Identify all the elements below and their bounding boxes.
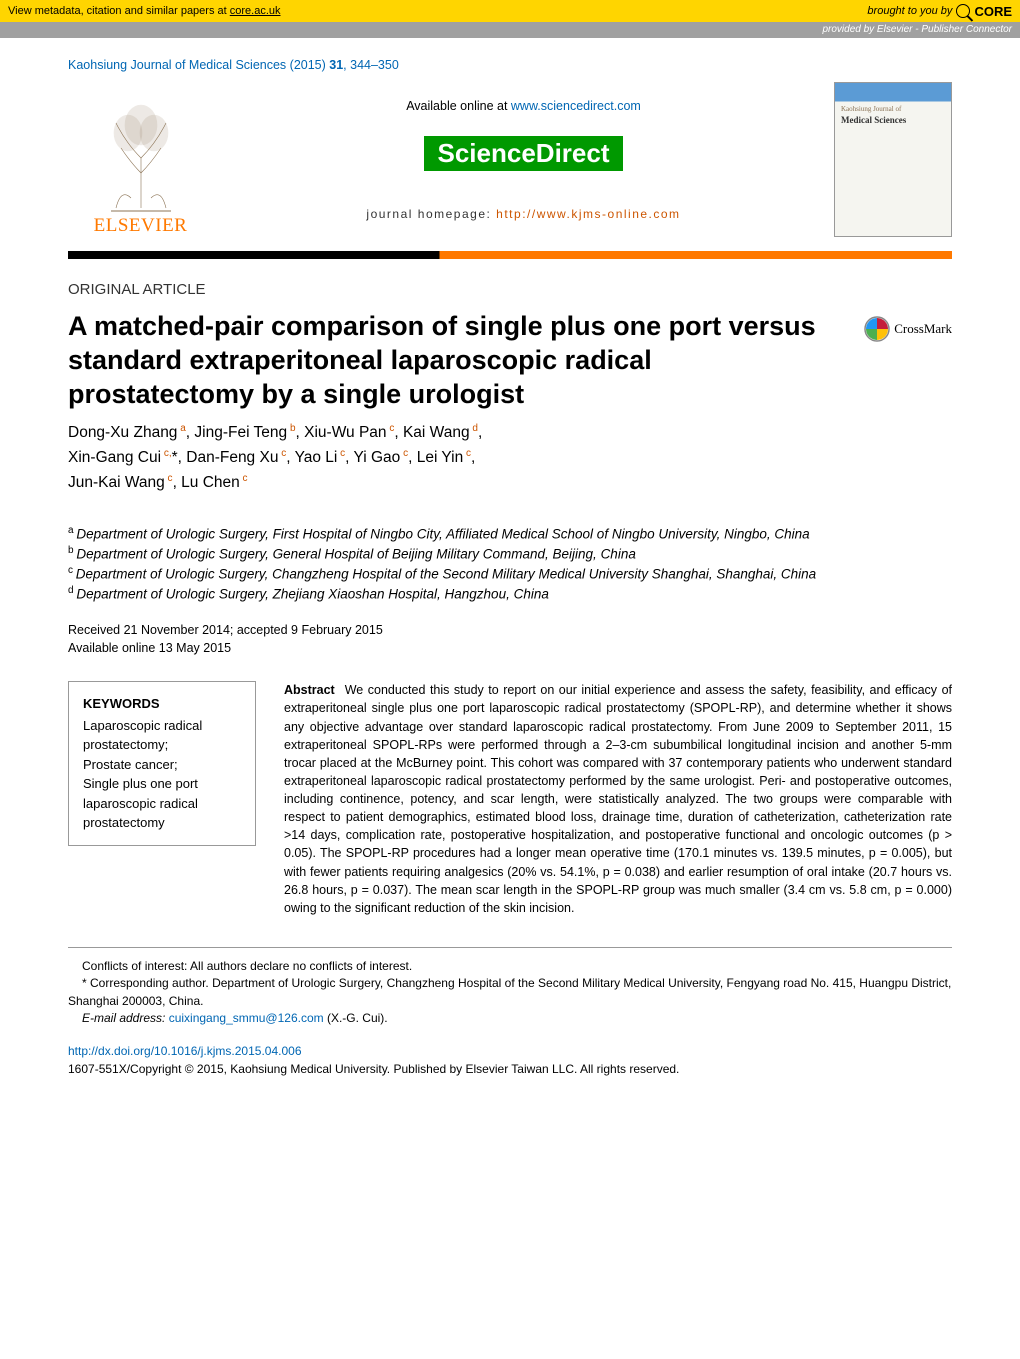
author-list: Dong-Xu Zhang a, Jing-Fei Teng b, Xiu-Wu… [68, 421, 952, 496]
core-attribution: brought to you by CORE [867, 4, 1012, 19]
keyword-item: Prostate cancer; [83, 755, 241, 775]
core-banner: View metadata, citation and similar pape… [0, 0, 1020, 22]
corresponding-author: * Corresponding author. Department of Ur… [68, 975, 952, 1010]
journal-homepage: journal homepage: http://www.kjms-online… [366, 207, 680, 221]
available-online-text: Available online at www.sciencedirect.co… [406, 99, 641, 113]
provided-by-banner: provided by Elsevier - Publisher Connect… [0, 22, 1020, 38]
journal-homepage-link[interactable]: http://www.kjms-online.com [496, 207, 680, 221]
conflicts-statement: Conflicts of interest: All authors decla… [68, 958, 952, 975]
sciencedirect-url[interactable]: www.sciencedirect.com [511, 99, 641, 113]
elsevier-wordmark: ELSEVIER [94, 215, 188, 237]
gradient-divider [68, 251, 952, 259]
keywords-box: KEYWORDS Laparoscopic radical prostatect… [68, 681, 256, 846]
core-logo-text: CORE [974, 4, 1012, 19]
doi-section: http://dx.doi.org/10.1016/j.kjms.2015.04… [68, 1042, 952, 1078]
affiliations: a Department of Urologic Surgery, First … [68, 524, 952, 604]
core-ac-link[interactable]: core.ac.uk [230, 5, 281, 17]
keyword-item: Single plus one port laparoscopic radica… [83, 774, 241, 833]
crossmark-badge[interactable]: CrossMark [864, 316, 952, 342]
abstract-label: Abstract [284, 683, 335, 697]
crossmark-label: CrossMark [894, 321, 952, 337]
elsevier-tree-icon [96, 103, 186, 213]
sciencedirect-block: Available online at www.sciencedirect.co… [229, 82, 818, 237]
journal-cover-thumbnail[interactable]: Kaohsiung Journal of Medical Sciences [834, 82, 952, 237]
email-line: E-mail address: cuixingang_smmu@126.com … [68, 1010, 952, 1027]
metadata-link-text[interactable]: View metadata, citation and similar pape… [8, 5, 281, 17]
footnotes: Conflicts of interest: All authors decla… [68, 947, 952, 1028]
copyright-text: 1607-551X/Copyright © 2015, Kaohsiung Me… [68, 1060, 952, 1078]
cover-title: Medical Sciences [841, 115, 906, 125]
header-block: ELSEVIER Available online at www.science… [68, 82, 952, 237]
abstract-text: AbstractWe conducted this study to repor… [284, 681, 952, 917]
journal-reference: Kaohsiung Journal of Medical Sciences (2… [68, 58, 952, 72]
article-type-label: ORIGINAL ARTICLE [68, 281, 952, 298]
core-magnifier-icon [956, 4, 970, 18]
keyword-item: Laparoscopic radical prostatectomy; [83, 716, 241, 755]
title-row: A matched-pair comparison of single plus… [68, 310, 952, 421]
doi-link[interactable]: http://dx.doi.org/10.1016/j.kjms.2015.04… [68, 1042, 952, 1060]
crossmark-icon [864, 316, 890, 342]
elsevier-logo-box[interactable]: ELSEVIER [68, 82, 213, 237]
page-content: Kaohsiung Journal of Medical Sciences (2… [0, 38, 1020, 1118]
keywords-heading: KEYWORDS [83, 694, 241, 714]
cover-subtitle: Kaohsiung Journal of [841, 105, 901, 113]
article-dates: Received 21 November 2014; accepted 9 Fe… [68, 622, 952, 657]
content-row: KEYWORDS Laparoscopic radical prostatect… [68, 681, 952, 917]
sciencedirect-logo[interactable]: ScienceDirect [424, 136, 624, 170]
author-email-link[interactable]: cuixingang_smmu@126.com [169, 1011, 324, 1025]
article-title: A matched-pair comparison of single plus… [68, 310, 844, 411]
